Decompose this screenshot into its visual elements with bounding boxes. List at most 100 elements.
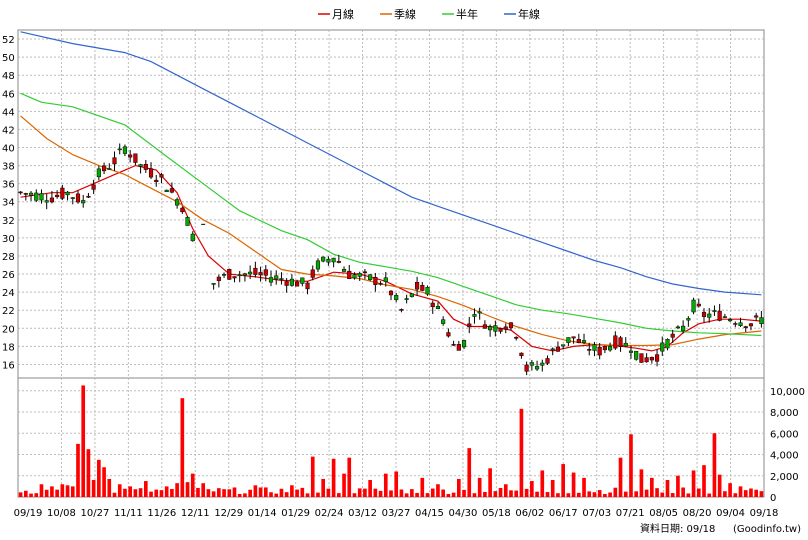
- candle-82: [446, 328, 451, 338]
- candle-32: [185, 216, 190, 226]
- candle-body-123: [660, 342, 665, 352]
- volume-bar-130: [696, 488, 701, 497]
- candle-59: [326, 256, 331, 266]
- candle-body-112: [602, 345, 607, 351]
- price-y-tick-13: 42: [2, 125, 15, 136]
- candle-body-85: [461, 340, 467, 348]
- candle-130: [696, 298, 701, 308]
- candle-116: [623, 337, 628, 347]
- candle-body-7: [55, 194, 60, 197]
- candle-body-132: [707, 313, 712, 318]
- volume-bar-31: [180, 398, 185, 497]
- volume-bar-78: [425, 493, 430, 497]
- candle-44: [248, 265, 253, 279]
- candle-body-88: [477, 311, 482, 314]
- volume-bar-99: [535, 491, 539, 497]
- volume-bar-121: [650, 477, 654, 497]
- volume-bar-1: [23, 490, 28, 497]
- volume-bar-51: [284, 492, 289, 497]
- volume-bar-110: [592, 492, 597, 497]
- candle-81: [441, 316, 446, 326]
- volume-bar-116: [623, 491, 628, 497]
- candle-body-101: [545, 358, 550, 364]
- volume-bar-134: [717, 474, 722, 497]
- price-y-tick-4: 24: [2, 288, 15, 299]
- volume-bar-53: [295, 489, 299, 497]
- candle-body-10: [70, 197, 75, 199]
- candle-63: [347, 265, 352, 280]
- candle-body-24: [143, 164, 148, 170]
- candle-135: [722, 313, 727, 319]
- volume-bar-120: [644, 489, 649, 497]
- candle-body-126: [675, 326, 680, 329]
- candle-115: [618, 335, 623, 352]
- candle-body-76: [415, 282, 420, 290]
- volume-bar-65: [357, 488, 362, 497]
- volume-bar-26: [154, 489, 159, 497]
- candle-96: [519, 352, 524, 359]
- x-tick-label-1: 10/08: [47, 508, 76, 519]
- candle-138: [738, 317, 743, 328]
- volume-y-tick-5: 10,000: [770, 387, 805, 398]
- volume-bar-114: [613, 487, 618, 497]
- candle-body-130: [696, 303, 701, 307]
- x-tick-label-18: 07/21: [616, 508, 645, 519]
- price-y-tick-3: 22: [2, 306, 15, 317]
- candle-101: [545, 355, 550, 366]
- candle-137: [733, 321, 738, 328]
- candle-95: [514, 336, 519, 341]
- candle-99: [534, 360, 540, 371]
- volume-bar-94: [509, 490, 513, 497]
- volume-bar-131: [702, 465, 706, 497]
- candle-121: [649, 356, 654, 364]
- price-y-tick-17: 50: [2, 53, 15, 64]
- candle-125: [670, 329, 675, 343]
- price-y-tick-12: 40: [2, 144, 15, 155]
- price-y-tick-7: 30: [2, 234, 15, 245]
- volume-bar-37: [211, 491, 216, 497]
- candle-body-106: [571, 336, 576, 339]
- volume-bar-36: [206, 489, 211, 497]
- candle-49: [274, 270, 279, 285]
- candle-body-86: [467, 323, 472, 328]
- candle-body-136: [728, 319, 733, 322]
- candle-71: [388, 290, 394, 301]
- source-label: (Goodinfo.tw): [733, 524, 801, 535]
- volume-bar-112: [603, 494, 607, 497]
- volume-bar-140: [749, 488, 753, 497]
- x-tick-label-4: 11/26: [147, 508, 176, 519]
- x-axis-date-labels: 09/19 10/08 10/27 11/11 11/26 12/11 12/29 01/14…: [14, 508, 779, 519]
- candle-107: [576, 333, 581, 344]
- volume-bar-139: [743, 490, 748, 497]
- candle-body-16: [102, 165, 107, 172]
- candle-110: [592, 341, 597, 357]
- volume-bar-103: [556, 493, 560, 497]
- volume-bar-133: [712, 433, 717, 497]
- volume-bar-62: [342, 473, 346, 497]
- candle-94: [508, 322, 514, 331]
- volume-bar-135: [723, 491, 727, 497]
- candle-body-118: [634, 350, 639, 360]
- volume-bar-29: [170, 488, 174, 497]
- candle-body-45: [253, 267, 258, 275]
- candle-body-75: [409, 293, 414, 297]
- candle-128: [686, 316, 691, 327]
- candle-body-98: [529, 362, 534, 366]
- candle-body-125: [670, 333, 675, 338]
- volume-bar-49: [274, 493, 279, 497]
- x-tick-label-22: 09/18: [750, 508, 779, 519]
- candle-87: [472, 308, 477, 324]
- candle-23: [138, 163, 143, 174]
- candle-86: [467, 316, 472, 334]
- candle-body-80: [435, 305, 441, 310]
- volume-bar-19: [117, 484, 122, 497]
- candle-body-64: [352, 274, 357, 279]
- ma-line-3: [20, 31, 762, 296]
- candle-141: [754, 312, 759, 321]
- volume-bar-7: [55, 489, 59, 497]
- candle-body-54: [300, 277, 305, 284]
- candle-body-77: [420, 285, 425, 291]
- price-y-tick-8: 32: [2, 216, 15, 227]
- candle-body-68: [373, 276, 378, 285]
- candle-55: [305, 281, 310, 295]
